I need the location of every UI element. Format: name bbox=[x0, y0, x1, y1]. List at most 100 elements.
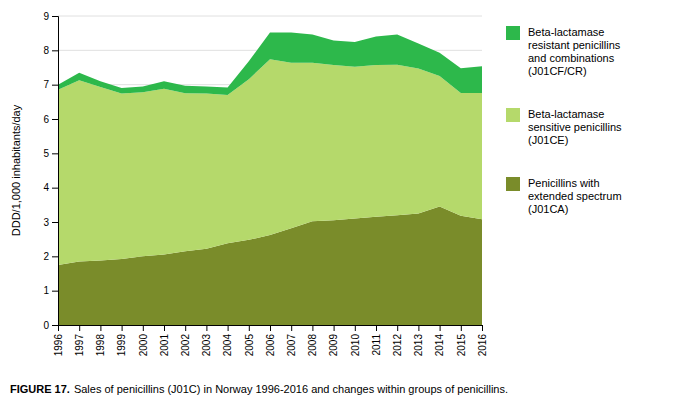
legend-label: Beta-lactamaseresistant penicillinsand c… bbox=[528, 26, 621, 77]
x-tick-mark bbox=[397, 325, 398, 331]
x-tick: 2007 bbox=[286, 325, 297, 356]
areas bbox=[58, 32, 482, 325]
y-tick: 7 bbox=[43, 79, 58, 90]
x-tick-label: 2016 bbox=[477, 334, 488, 357]
legend-item: Beta-lactamasesensitive penicillins(J01C… bbox=[506, 108, 622, 146]
x-tick: 2008 bbox=[307, 325, 318, 356]
y-tick-label: 0 bbox=[43, 320, 49, 331]
x-tick: 2012 bbox=[392, 325, 403, 356]
x-tick-mark bbox=[334, 325, 335, 331]
x-tick-mark bbox=[440, 325, 441, 331]
x-tick-mark bbox=[122, 325, 123, 331]
x-tick: 2015 bbox=[456, 325, 467, 356]
x-tick: 2011 bbox=[371, 325, 382, 356]
y-tick-mark bbox=[52, 222, 58, 223]
y-tick-label: 3 bbox=[43, 217, 49, 228]
y-tick: 6 bbox=[43, 114, 58, 125]
y-tick: 8 bbox=[43, 45, 58, 56]
x-tick-label: 2012 bbox=[392, 334, 403, 357]
x-axis: 1996199719981999200020012002200320042005… bbox=[53, 325, 488, 356]
legend-swatch bbox=[506, 108, 520, 122]
x-tick: 1999 bbox=[116, 325, 127, 356]
grid bbox=[58, 16, 482, 325]
x-tick-label: 1996 bbox=[53, 334, 64, 357]
y-tick-mark bbox=[52, 16, 58, 17]
x-tick-mark bbox=[482, 325, 483, 331]
legend-label: Penicillins withextended spectrum(J01CA) bbox=[528, 177, 622, 215]
y-tick: 0 bbox=[43, 320, 58, 331]
x-tick-mark bbox=[291, 325, 292, 331]
y-tick-label: 9 bbox=[43, 11, 49, 22]
area bbox=[58, 32, 482, 94]
y-tick-mark bbox=[52, 188, 58, 189]
x-tick-label: 2014 bbox=[434, 334, 445, 357]
y-tick-label: 2 bbox=[43, 251, 49, 262]
x-tick-mark bbox=[164, 325, 165, 331]
y-tick: 1 bbox=[43, 285, 58, 296]
y-axis-title: DDD/1,000 inhabitants/day bbox=[10, 104, 22, 236]
x-tick: 2002 bbox=[180, 325, 191, 356]
x-tick: 1996 bbox=[53, 325, 64, 356]
legend-label-line: Beta-lactamase bbox=[528, 26, 604, 38]
x-tick: 2009 bbox=[328, 325, 339, 356]
y-tick-label: 1 bbox=[43, 285, 49, 296]
chart: 1996199719981999200020012002200320042005… bbox=[0, 0, 682, 405]
x-tick-label: 2010 bbox=[350, 334, 361, 357]
x-tick-label: 2015 bbox=[456, 334, 467, 357]
legend-label-line: Penicillins with bbox=[528, 177, 600, 189]
x-tick: 2013 bbox=[413, 325, 424, 356]
y-tick-mark bbox=[52, 119, 58, 120]
legend-label-line: sensitive penicillins bbox=[528, 121, 622, 133]
x-tick-label: 1999 bbox=[116, 334, 127, 357]
x-tick-label: 2009 bbox=[328, 334, 339, 357]
x-tick: 1998 bbox=[95, 325, 106, 356]
y-tick-label: 6 bbox=[43, 114, 49, 125]
y-tick-mark bbox=[52, 153, 58, 154]
legend-label-line: (J01CA) bbox=[528, 203, 568, 215]
x-tick: 2006 bbox=[265, 325, 276, 356]
grid-line bbox=[58, 16, 482, 17]
y-tick-label: 4 bbox=[43, 182, 49, 193]
x-tick-mark bbox=[461, 325, 462, 331]
x-tick-label: 2008 bbox=[307, 334, 318, 357]
x-tick-mark bbox=[249, 325, 250, 331]
legend-item: Beta-lactamaseresistant penicillinsand c… bbox=[506, 26, 621, 77]
x-tick-mark bbox=[418, 325, 419, 331]
legend-label-line: resistant penicillins bbox=[528, 39, 621, 51]
x-tick: 2016 bbox=[477, 325, 488, 356]
x-tick-mark bbox=[185, 325, 186, 331]
y-tick: 3 bbox=[43, 217, 58, 228]
y-tick-label: 5 bbox=[43, 148, 49, 159]
legend-item: Penicillins withextended spectrum(J01CA) bbox=[506, 177, 622, 215]
x-tick-label: 1997 bbox=[74, 334, 85, 357]
x-tick-mark bbox=[79, 325, 80, 331]
y-tick-mark bbox=[52, 256, 58, 257]
legend-label-line: extended spectrum bbox=[528, 190, 622, 202]
x-tick-label: 2005 bbox=[244, 334, 255, 357]
x-tick-mark bbox=[355, 325, 356, 331]
x-tick-mark bbox=[100, 325, 101, 331]
legend-label-line: Beta-lactamase bbox=[528, 108, 604, 120]
plot: 1996199719981999200020012002200320042005… bbox=[43, 11, 487, 357]
y-tick: 2 bbox=[43, 251, 58, 262]
legend-label-line: and combinations bbox=[528, 52, 615, 64]
x-tick-label: 2013 bbox=[413, 334, 424, 357]
x-tick: 2003 bbox=[201, 325, 212, 356]
y-axis: 0 1 2 3 4 5 6 7 8 9 bbox=[43, 11, 58, 331]
x-tick-mark bbox=[228, 325, 229, 331]
x-tick: 2000 bbox=[138, 325, 149, 356]
y-tick-mark bbox=[52, 325, 58, 326]
x-tick: 2010 bbox=[350, 325, 361, 356]
y-tick: 9 bbox=[43, 11, 58, 22]
caption-text: Sales of penicillins (J01C) in Norway 19… bbox=[74, 383, 508, 395]
y-tick-label: 7 bbox=[43, 79, 49, 90]
legend-swatch bbox=[506, 177, 520, 191]
x-tick: 2005 bbox=[244, 325, 255, 356]
legend-label-line: (J01CE) bbox=[528, 134, 568, 146]
x-tick-mark bbox=[143, 325, 144, 331]
y-axis-line bbox=[52, 17, 59, 326]
legend-label-line: (J01CF/CR) bbox=[528, 65, 587, 77]
y-tick-mark bbox=[52, 50, 58, 51]
x-tick-mark bbox=[270, 325, 271, 331]
x-tick-label: 2002 bbox=[180, 334, 191, 357]
